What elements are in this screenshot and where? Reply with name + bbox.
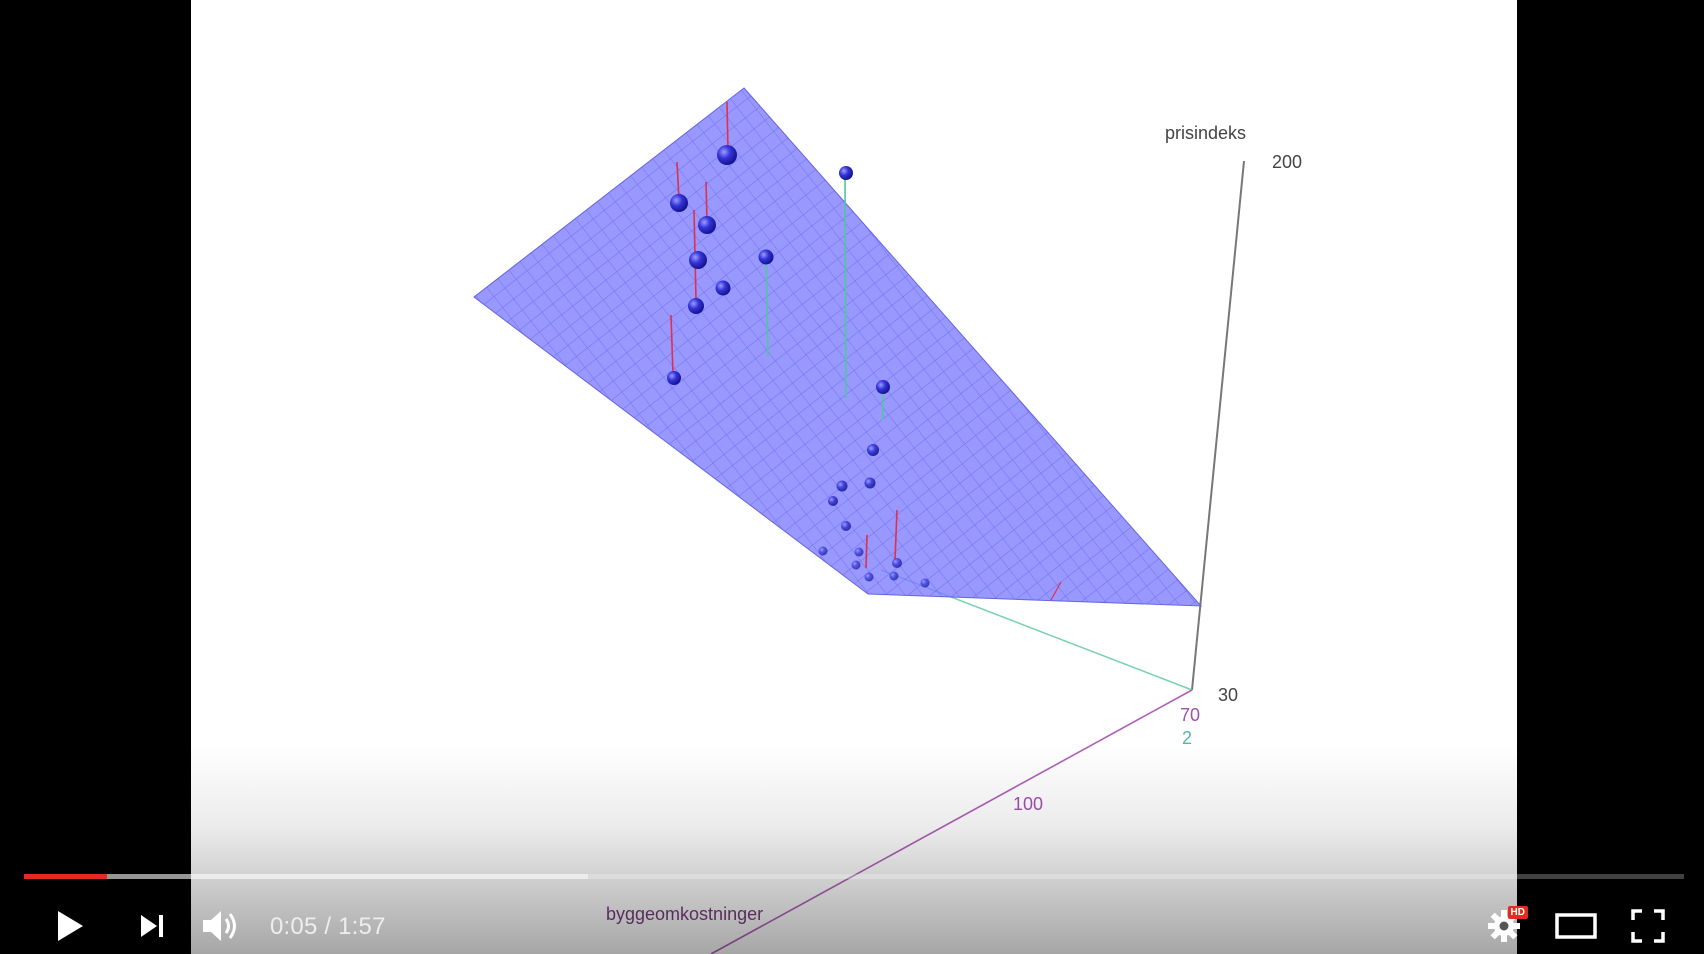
data-point: [758, 249, 774, 265]
time-display: 0:05 / 1:57: [270, 913, 386, 941]
progress-played: [24, 874, 107, 879]
x-axis-line: [710, 689, 1193, 954]
data-point: [717, 145, 737, 165]
data-point: [818, 546, 828, 556]
data-point: [920, 578, 930, 588]
theater-mode-button[interactable]: [1548, 904, 1604, 948]
data-point: [839, 166, 853, 180]
data-point: [688, 298, 704, 314]
volume-icon: [203, 911, 236, 941]
data-point: [864, 477, 876, 489]
data-point: [698, 216, 716, 234]
data-point: [851, 560, 861, 570]
next-icon: [141, 915, 163, 937]
progress-buffered: [24, 874, 589, 879]
progress-bar[interactable]: [24, 874, 1684, 879]
data-point: [889, 571, 899, 581]
data-point: [867, 444, 879, 456]
volume-button[interactable]: [194, 904, 250, 948]
data-point: [841, 521, 851, 531]
fullscreen-icon: [1631, 909, 1665, 943]
fullscreen-button[interactable]: [1620, 904, 1676, 948]
data-point: [715, 280, 731, 296]
gear-icon: [1488, 910, 1520, 942]
z-axis-label: prisindeks: [1165, 123, 1246, 143]
z-axis-line: [1191, 160, 1245, 691]
x-tick-mid: 100: [1013, 794, 1043, 814]
data-point: [876, 380, 890, 394]
theater-mode-icon: [1555, 913, 1597, 939]
3d-regression-plot: prisindeks 200 30 70 2 100 byggeomkostni…: [473, 87, 1302, 954]
data-point: [854, 547, 864, 557]
data-point: [836, 480, 848, 492]
play-button[interactable]: [42, 904, 98, 948]
z-tick-min: 30: [1218, 685, 1238, 705]
player-controls: 0:05 / 1:57: [0, 864, 1704, 954]
data-point: [689, 251, 707, 269]
play-icon: [58, 911, 83, 941]
time-total: 1:57: [338, 913, 386, 940]
video-frame[interactable]: prisindeks 200 30 70 2 100 byggeomkostni…: [191, 0, 1517, 954]
x-tick-min: 70: [1180, 705, 1200, 725]
data-point: [828, 496, 838, 506]
z-tick-max: 200: [1272, 152, 1302, 172]
time-separator: /: [317, 913, 339, 940]
regression-plane: [473, 87, 1203, 607]
data-point: [667, 371, 681, 385]
y-tick-min: 2: [1182, 728, 1192, 748]
data-point: [864, 572, 874, 582]
time-current: 0:05: [270, 913, 318, 940]
x-axis-label: byggeomkostninger: [606, 904, 763, 924]
data-point: [670, 194, 688, 212]
data-point: [892, 558, 902, 568]
settings-button[interactable]: HD: [1476, 904, 1532, 948]
data-points: [667, 145, 930, 588]
next-button[interactable]: [124, 904, 180, 948]
hd-badge: HD: [1507, 906, 1528, 919]
